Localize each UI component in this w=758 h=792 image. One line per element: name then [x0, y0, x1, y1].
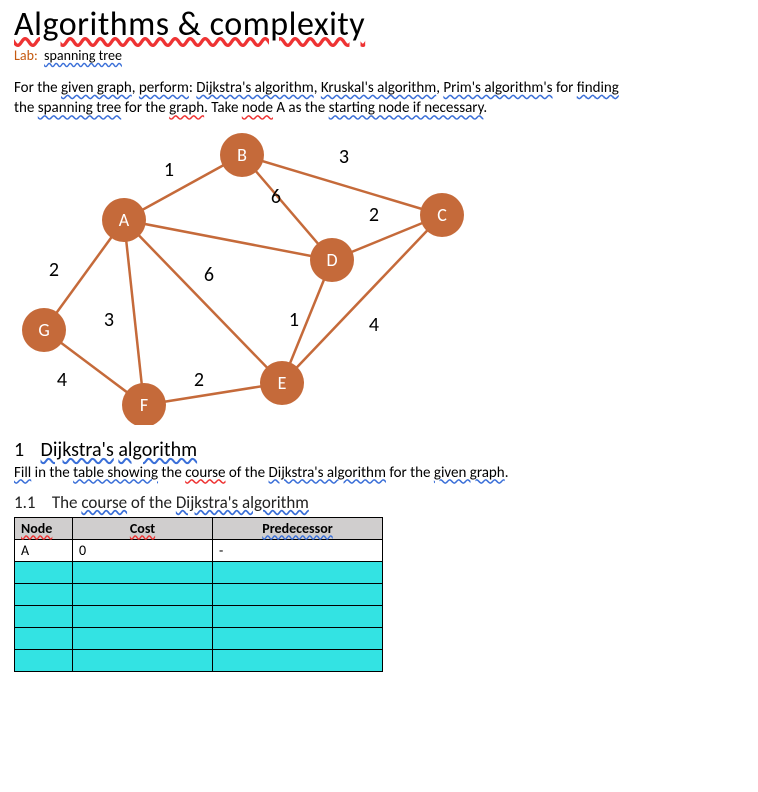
table-cell-empty [213, 627, 383, 649]
dijkstra-table: Node Cost Predecessor A0- [14, 517, 383, 672]
graph-node-label: B [237, 144, 247, 166]
table-cell-empty [15, 627, 73, 649]
th-node: Node [15, 517, 73, 539]
graph-edge [124, 220, 332, 260]
graph-node-label: E [278, 372, 287, 394]
graph-edge [124, 220, 282, 383]
lab-label: Lab: [14, 47, 38, 64]
lab-line: Lab: spanning tree [14, 47, 744, 64]
edge-weight-label: 4 [369, 313, 379, 337]
edge-weight-label: 3 [339, 145, 349, 169]
table-cell: A [15, 539, 73, 561]
graph-node-label: F [140, 394, 148, 416]
edge-weight-label: 4 [57, 368, 67, 392]
table-cell-empty [213, 561, 383, 583]
table-row [15, 605, 383, 627]
section-1-heading: 1 Dijkstra's algorithm [14, 438, 744, 462]
page-title: Algorithms & complexity [14, 4, 744, 45]
table-row: A0- [15, 539, 383, 561]
table-cell-empty [213, 583, 383, 605]
section-1-1-heading: 1.1 The course of the Dijkstra's algorit… [14, 492, 744, 513]
edge-weight-label: 6 [271, 185, 281, 209]
edge-weight-label: 2 [49, 258, 59, 282]
table-row [15, 627, 383, 649]
table-cell-empty [213, 605, 383, 627]
th-cost: Cost [73, 517, 213, 539]
graph-node-label: G [38, 319, 49, 341]
table-cell-empty [15, 605, 73, 627]
edge-weight-label: 1 [164, 158, 174, 182]
edge-weight-label: 3 [104, 308, 114, 332]
table-cell-empty [213, 649, 383, 671]
table-header-row: Node Cost Predecessor [15, 517, 383, 539]
table-cell-empty [15, 649, 73, 671]
graph-node-label: A [119, 209, 130, 231]
graph-edge [282, 215, 442, 383]
section-1-desc: Fill in the table showing the course of … [14, 464, 744, 482]
table-cell: 0 [73, 539, 213, 561]
table-cell-empty [73, 561, 213, 583]
graph-node-label: C [437, 204, 447, 226]
table-cell-empty [73, 649, 213, 671]
table-cell-empty [73, 583, 213, 605]
table-row [15, 649, 383, 671]
edge-weight-label: 6 [204, 263, 214, 287]
lab-value: spanning tree [44, 47, 122, 64]
table-row [15, 561, 383, 583]
edge-weight-label: 1 [289, 308, 299, 332]
table-cell-empty [15, 561, 73, 583]
graph-diagram: 1 6 2 3 6 3 2 1 4 2 4 A B C D E F G [14, 125, 744, 430]
graph-edge [124, 220, 144, 405]
table-row [15, 583, 383, 605]
table-cell-empty [73, 605, 213, 627]
th-pred: Predecessor [213, 517, 383, 539]
edge-weight-label: 2 [194, 368, 204, 392]
graph-node-label: D [326, 249, 337, 271]
table-cell: - [213, 539, 383, 561]
edge-weight-label: 2 [369, 203, 379, 227]
table-cell-empty [15, 583, 73, 605]
table-cell-empty [73, 627, 213, 649]
intro-text: For the given graph, perform: Dijkstra's… [14, 78, 744, 119]
